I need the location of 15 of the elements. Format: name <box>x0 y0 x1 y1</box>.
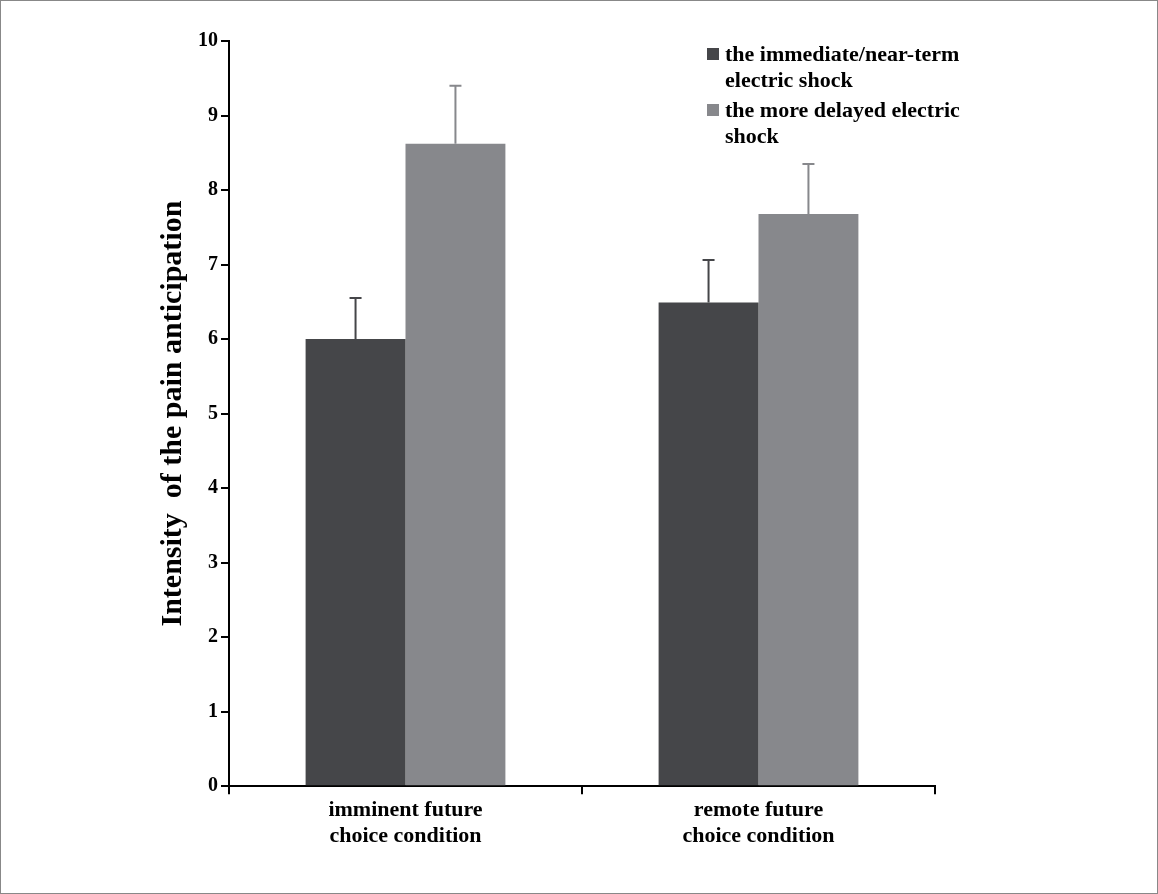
y-axis-title: Intensity of the pain anticipation <box>153 200 187 627</box>
y-tick-label: 7 <box>208 251 218 274</box>
y-tick-label: 10 <box>198 28 218 51</box>
y-tick-label: 4 <box>208 475 218 498</box>
y-tick-label: 8 <box>208 177 218 200</box>
y-tick-label: 3 <box>208 549 218 572</box>
y-tick-label: 5 <box>208 400 218 423</box>
x-tick-label: remote future choice condition <box>682 796 835 848</box>
y-tick-label: 1 <box>208 698 218 721</box>
y-tick-label: 6 <box>208 326 218 349</box>
x-tick-label: imminent future choice condition <box>328 796 483 848</box>
y-tick-label: 2 <box>208 624 218 647</box>
y-tick-label: 0 <box>208 773 218 796</box>
legend-label: the more delayed electric shock <box>725 97 961 149</box>
y-tick-label: 9 <box>208 102 218 125</box>
